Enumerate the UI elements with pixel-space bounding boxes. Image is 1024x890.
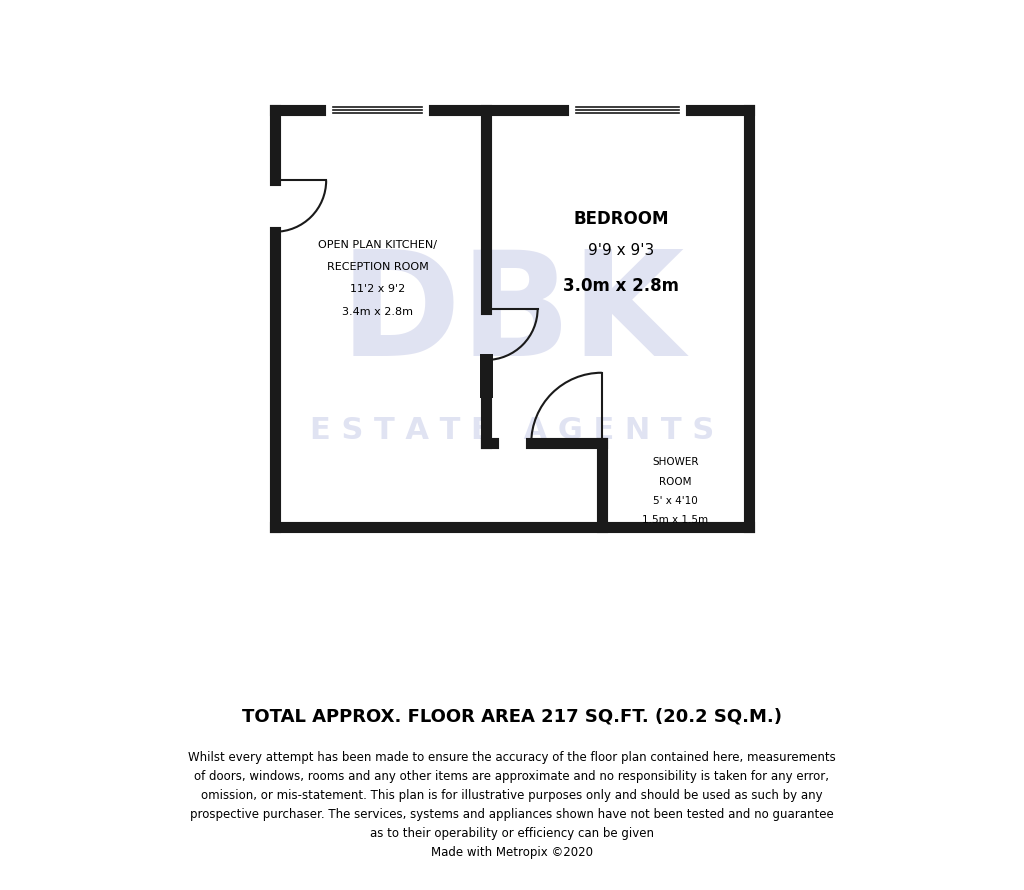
Text: 9'9 x 9'3: 9'9 x 9'3 xyxy=(588,244,654,258)
Text: BEDROOM: BEDROOM xyxy=(573,210,669,228)
Text: E S T A T E   A G E N T S: E S T A T E A G E N T S xyxy=(310,416,714,445)
Text: RECEPTION ROOM: RECEPTION ROOM xyxy=(327,262,428,272)
Text: OPEN PLAN KITCHEN/: OPEN PLAN KITCHEN/ xyxy=(317,239,437,249)
Text: SHOWER: SHOWER xyxy=(652,457,698,467)
Text: 1.5m x 1.5m: 1.5m x 1.5m xyxy=(642,515,709,525)
Text: ROOM: ROOM xyxy=(659,477,691,487)
Text: 5' x 4'10: 5' x 4'10 xyxy=(653,496,697,506)
Text: TOTAL APPROX. FLOOR AREA 217 SQ.FT. (20.2 SQ.M.): TOTAL APPROX. FLOOR AREA 217 SQ.FT. (20.… xyxy=(242,708,782,725)
Text: 11'2 x 9'2: 11'2 x 9'2 xyxy=(350,285,406,295)
Text: 3.4m x 2.8m: 3.4m x 2.8m xyxy=(342,307,413,317)
Bar xyxy=(480,353,493,399)
Text: DBK: DBK xyxy=(339,245,685,385)
Text: Whilst every attempt has been made to ensure the accuracy of the floor plan cont: Whilst every attempt has been made to en… xyxy=(188,751,836,860)
Text: 3.0m x 2.8m: 3.0m x 2.8m xyxy=(563,277,679,295)
